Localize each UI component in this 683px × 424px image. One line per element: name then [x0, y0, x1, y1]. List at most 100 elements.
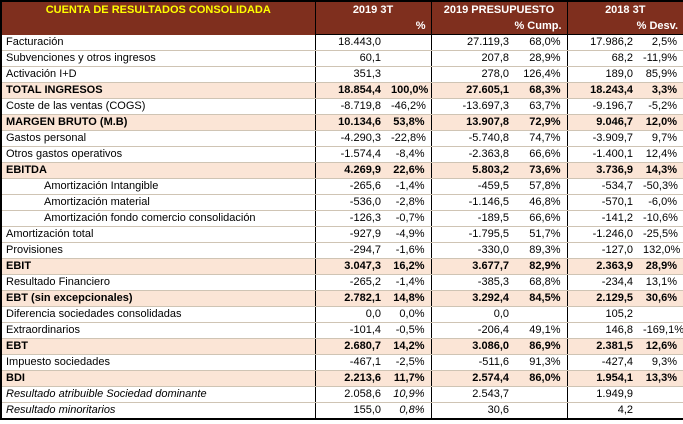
subcol-header-pct-cump: % Cump.	[430, 18, 567, 35]
row-label: Facturación	[1, 34, 315, 51]
value-2019-3t: 60,1	[314, 50, 387, 67]
pct-cumplimiento: 46,8%	[515, 194, 567, 211]
row-label: Subvenciones y otros ingresos	[1, 50, 315, 67]
pct-2019-3t	[387, 34, 431, 51]
pct-2019-3t	[387, 66, 431, 83]
pct-desviacion: 132,0%	[639, 242, 683, 259]
value-2018-3t: 2.381,5	[566, 338, 639, 355]
row-label: Resultado Financiero	[1, 274, 315, 291]
pct-2019-3t: 0,8%	[387, 402, 431, 420]
pct-2019-3t: -1,4%	[387, 178, 431, 195]
value-2018-3t: 4,2	[566, 402, 639, 420]
value-2019-presupuesto: -5.740,8	[430, 130, 515, 147]
pct-desviacion: 14,3%	[639, 162, 683, 179]
value-2018-3t: 18.243,4	[566, 82, 639, 99]
value-2018-3t: 2.129,5	[566, 290, 639, 307]
value-2018-3t: -234,4	[566, 274, 639, 291]
value-2019-presupuesto: 27.119,3	[430, 34, 515, 51]
value-2019-presupuesto: -459,5	[430, 178, 515, 195]
value-2019-presupuesto: 2.574,4	[430, 370, 515, 387]
pct-2019-3t: -1,4%	[387, 274, 431, 291]
table-row: Resultado atribuible Sociedad dominante 2…	[1, 386, 683, 403]
pct-desviacion: -10,6%	[639, 210, 683, 227]
table-row: Subvenciones y otros ingresos 60,1 207,8 28…	[1, 50, 683, 67]
value-2019-presupuesto: -330,0	[430, 242, 515, 259]
row-label: EBIT	[1, 258, 315, 275]
pct-2019-3t: 14,2%	[387, 338, 431, 355]
value-2019-presupuesto: 27.605,1	[430, 82, 515, 99]
value-2019-3t: 10.134,6	[314, 114, 387, 131]
row-label: Amortización fondo comercio consolidació…	[1, 210, 315, 227]
pct-2019-3t: -2,5%	[387, 354, 431, 371]
value-2019-presupuesto: 2.543,7	[430, 386, 515, 403]
table-row: Diferencia sociedades consolidadas 0,0 0,0…	[1, 306, 683, 323]
value-2019-presupuesto: 3.086,0	[430, 338, 515, 355]
pct-desviacion: -6,0%	[639, 194, 683, 211]
value-2019-3t: -467,1	[314, 354, 387, 371]
value-2018-3t: -141,2	[566, 210, 639, 227]
value-2019-3t: -4.290,3	[314, 130, 387, 147]
pct-desviacion: 85,9%	[639, 66, 683, 83]
pct-desviacion: 13,1%	[639, 274, 683, 291]
value-2019-presupuesto: -13.697,3	[430, 98, 515, 115]
value-2018-3t: -9.196,7	[566, 98, 639, 115]
pct-cumplimiento	[515, 306, 567, 323]
row-label: TOTAL INGRESOS	[1, 82, 315, 99]
pct-2019-3t: 53,8%	[387, 114, 431, 131]
value-2018-3t: -570,1	[566, 194, 639, 211]
col-header-2018-3t: 2018 3T	[566, 1, 683, 18]
pct-2019-3t: -0,5%	[387, 322, 431, 339]
value-2019-3t: 18.854,4	[314, 82, 387, 99]
pct-2019-3t: -22,8%	[387, 130, 431, 147]
row-label: Activación I+D	[1, 66, 315, 83]
table-row: EBT 2.680,7 14,2% 3.086,0 86,9% 2.381,5 12,6%	[1, 338, 683, 355]
pct-2019-3t: -46,2%	[387, 98, 431, 115]
pct-cumplimiento: 82,9%	[515, 258, 567, 275]
value-2018-3t: 3.736,9	[566, 162, 639, 179]
value-2019-presupuesto: 13.907,8	[430, 114, 515, 131]
pct-cumplimiento: 84,5%	[515, 290, 567, 307]
table-row: Provisiones -294,7 -1,6% -330,0 89,3% -127,0 1…	[1, 242, 683, 259]
value-2019-presupuesto: -1.146,5	[430, 194, 515, 211]
value-2019-presupuesto: -189,5	[430, 210, 515, 227]
pct-desviacion	[639, 386, 683, 403]
pct-2019-3t: 14,8%	[387, 290, 431, 307]
value-2018-3t: 189,0	[566, 66, 639, 83]
row-label: Diferencia sociedades consolidadas	[1, 306, 315, 323]
table-row: Gastos personal -4.290,3 -22,8% -5.740,8 74,…	[1, 130, 683, 147]
pct-desviacion: 2,5%	[639, 34, 683, 51]
pct-2019-3t: -1,6%	[387, 242, 431, 259]
table-row: Otros gastos operativos -1.574,4 -8,4% -2.3…	[1, 146, 683, 163]
value-2018-3t: 105,2	[566, 306, 639, 323]
pct-cumplimiento: 74,7%	[515, 130, 567, 147]
value-2019-3t: 2.680,7	[314, 338, 387, 355]
pct-2019-3t: 0,0%	[387, 306, 431, 323]
value-2019-3t: 351,3	[314, 66, 387, 83]
table-row: Resultado Financiero -265,2 -1,4% -385,3 68,…	[1, 274, 683, 291]
table-row: Impuesto sociedades -467,1 -2,5% -511,6 91,3…	[1, 354, 683, 371]
table-row: EBT (sin excepcionales) 2.782,1 14,8% 3.292…	[1, 290, 683, 307]
results-table-body: Facturación 18.443,0 27.119,3 68,0% 17.986,2…	[1, 34, 683, 420]
table-title: CUENTA DE RESULTADOS CONSOLIDADA	[1, 1, 315, 35]
table-header: CUENTA DE RESULTADOS CONSOLIDADA 2019 3T…	[1, 1, 683, 35]
pct-desviacion: -25,5%	[639, 226, 683, 243]
value-2019-presupuesto: 3.677,7	[430, 258, 515, 275]
value-2019-3t: -294,7	[314, 242, 387, 259]
table-row: Resultado minoritarios 155,0 0,8% 30,6 4,2	[1, 402, 683, 420]
pct-desviacion: 9,3%	[639, 354, 683, 371]
value-2019-3t: 2.058,6	[314, 386, 387, 403]
pct-2019-3t: -0,7%	[387, 210, 431, 227]
row-label: Impuesto sociedades	[1, 354, 315, 371]
pct-cumplimiento: 63,7%	[515, 98, 567, 115]
value-2019-3t: -265,2	[314, 274, 387, 291]
pct-desviacion: 3,3%	[639, 82, 683, 99]
pct-2019-3t: -4,9%	[387, 226, 431, 243]
value-2019-presupuesto: 207,8	[430, 50, 515, 67]
pct-cumplimiento: 28,9%	[515, 50, 567, 67]
table-row: Amortización material -536,0 -2,8% -1.146,5…	[1, 194, 683, 211]
value-2019-presupuesto: -511,6	[430, 354, 515, 371]
pct-cumplimiento: 91,3%	[515, 354, 567, 371]
value-2019-3t: -101,4	[314, 322, 387, 339]
table-row: Facturación 18.443,0 27.119,3 68,0% 17.986,2…	[1, 34, 683, 51]
